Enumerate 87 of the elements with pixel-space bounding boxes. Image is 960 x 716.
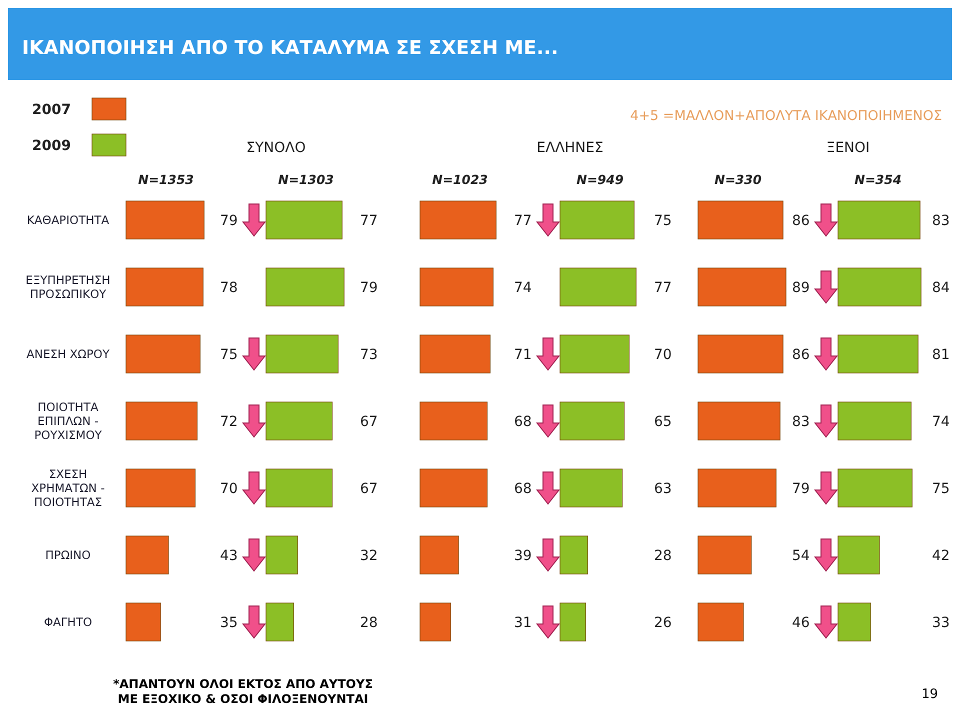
data-label: 26 (654, 615, 672, 631)
bar (420, 334, 490, 374)
bar (698, 602, 744, 642)
data-label: 67 (360, 414, 378, 430)
text: ΞΕΝΟΙ (826, 140, 870, 156)
data-label: 78 (220, 280, 238, 296)
data-label: 39 (514, 548, 532, 564)
data-label: 42 (932, 548, 950, 564)
data-label: 65 (654, 414, 672, 430)
data-label: 31 (514, 615, 532, 631)
data-label: 75 (654, 213, 672, 229)
data-label: 63 (654, 481, 672, 497)
bar (420, 402, 488, 440)
data-label: 79 (220, 213, 238, 229)
bar (698, 402, 780, 440)
data-label: 86 (792, 347, 810, 363)
data-label: 86 (792, 213, 810, 229)
bar (420, 602, 451, 642)
bar (126, 468, 196, 508)
y-tick-label: ΠΡΩΙΝΟ (45, 548, 91, 562)
bar (126, 402, 198, 440)
bar (126, 602, 161, 642)
data-label: 79 (360, 280, 378, 296)
annotation: N=330 (714, 172, 762, 187)
data-label: 74 (514, 280, 532, 296)
data-label: 68 (514, 414, 532, 430)
data-label: 68 (514, 481, 532, 497)
y-tick-label: ΣΧΕΣΗ ΧΡΗΜΑΤΩΝ - ΠΟΙΟΤΗΤΑΣ (31, 467, 105, 509)
data-label: 70 (220, 481, 238, 497)
data-label: 70 (654, 347, 672, 363)
text: 4+5 =ΜΑΛΛΟΝ+ΑΠΟΛΥΤΑ ΙΚΑΝΟΠΟΙΗΜΕΝΟΣ (630, 108, 942, 124)
data-label: 74 (932, 414, 950, 430)
bar (698, 468, 776, 508)
y-tick-label: ΦΑΓΗΤΟ (44, 615, 92, 629)
data-label: 46 (792, 615, 810, 631)
text: *ΑΠΑΝΤΟΥΝ ΟΛΟΙ ΕΚΤΟΣ ΑΠΟ ΑΥΤΟΥΣ ΜΕ ΕΞΟΧΙΚΟ & ΟΣΟΙ ΦΙΛΟΞΕΝΟΥΝΤΑΙ (113, 677, 373, 706)
data-label: 83 (792, 414, 810, 430)
y-tick-label: ΚΑΘΑΡΙΟΤΗΤΑ (26, 213, 110, 227)
data-label: 77 (514, 213, 532, 229)
data-label: 54 (792, 548, 810, 564)
data-label: 89 (792, 280, 810, 296)
annotation: N=949 (576, 172, 624, 187)
text: 19 (921, 687, 938, 702)
data-label: 28 (654, 548, 672, 564)
data-label: 67 (360, 481, 378, 497)
data-label: 75 (220, 347, 238, 363)
data-label: 72 (220, 414, 238, 430)
annotation: N=1353 (138, 172, 194, 187)
bar (420, 268, 494, 306)
annotation: N=354 (854, 172, 902, 187)
y-tick-label: ΑΝΕΣΗ ΧΩΡΟΥ (26, 347, 110, 361)
data-label: 32 (360, 548, 378, 564)
y-tick-label: ΕΞΥΠΗΡΕΤΗΣΗ ΠΡΟΣΩΠΙΚΟΥ (26, 273, 110, 301)
data-label: 84 (932, 280, 950, 296)
bar (698, 334, 784, 374)
data-label: 71 (514, 347, 532, 363)
bar (126, 200, 204, 240)
bar (420, 468, 488, 508)
text: ΕΛΛΗΝΕΣ (536, 140, 604, 156)
bar (698, 268, 786, 306)
legend-label: 2007 (32, 102, 71, 118)
bar (698, 200, 784, 240)
data-label: 83 (932, 213, 950, 229)
bar (560, 268, 636, 306)
data-label: 35 (220, 615, 238, 631)
data-label: 77 (360, 213, 378, 229)
bar (126, 334, 200, 374)
data-label: 81 (932, 347, 950, 363)
bar (420, 200, 496, 240)
text: ΣΥΝΟΛΟ (246, 140, 306, 156)
data-label: 75 (932, 481, 950, 497)
y-tick-label: ΠΟΙΟΤΗΤΑ ΕΠΙΠΛΩΝ - ΡΟΥΧΙΣΜΟΥ (34, 400, 103, 442)
annotation: N=1023 (432, 172, 488, 187)
data-label: 77 (654, 280, 672, 296)
text: ΙΚΑΝΟΠΟΙΗΣΗ ΑΠΟ ΤΟ ΚΑΤΑΛΥΜΑ ΣΕ ΣΧΕΣΗ ΜΕ... (22, 37, 558, 59)
data-label: 73 (360, 347, 378, 363)
bar (698, 536, 752, 574)
data-label: 33 (932, 615, 950, 631)
data-label: 43 (220, 548, 238, 564)
data-label: 79 (792, 481, 810, 497)
bar (126, 268, 204, 306)
annotation: N=1303 (278, 172, 334, 187)
legend-label: 2009 (32, 138, 71, 154)
bar (126, 536, 169, 574)
data-label: 28 (360, 615, 378, 631)
bar (420, 536, 459, 574)
bar (266, 268, 344, 306)
